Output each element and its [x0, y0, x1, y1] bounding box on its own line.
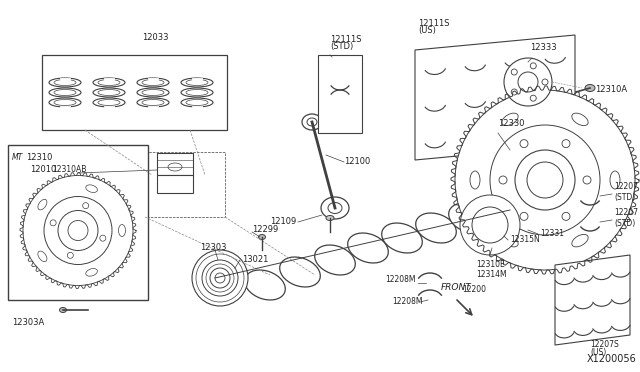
- Bar: [42, 55, 227, 130]
- Text: 12303: 12303: [200, 244, 227, 253]
- Text: (STD): (STD): [330, 42, 353, 51]
- Text: 12208M: 12208M: [392, 298, 422, 307]
- Polygon shape: [415, 35, 575, 160]
- Bar: [28, 162, 78, 184]
- Ellipse shape: [480, 195, 520, 225]
- Ellipse shape: [302, 114, 322, 130]
- Circle shape: [23, 176, 133, 285]
- Bar: [318, 55, 362, 133]
- Ellipse shape: [259, 234, 266, 240]
- Ellipse shape: [449, 203, 490, 233]
- Circle shape: [490, 125, 600, 235]
- Text: 12310: 12310: [26, 153, 52, 162]
- Text: 12314M: 12314M: [476, 270, 507, 279]
- Ellipse shape: [321, 197, 349, 219]
- Text: 12330: 12330: [498, 119, 525, 128]
- Bar: [157, 175, 193, 193]
- Text: 12310AB: 12310AB: [52, 165, 86, 174]
- Text: 12310E: 12310E: [476, 260, 505, 269]
- Ellipse shape: [244, 270, 285, 300]
- Text: MT: MT: [12, 153, 23, 162]
- Text: 13021: 13021: [242, 256, 268, 264]
- Circle shape: [44, 196, 112, 264]
- Bar: [145, 152, 225, 217]
- Circle shape: [202, 260, 238, 296]
- Bar: [30, 178, 52, 187]
- Polygon shape: [555, 255, 630, 345]
- Circle shape: [192, 250, 248, 306]
- Text: FRONT: FRONT: [440, 283, 472, 292]
- Text: 12033: 12033: [141, 33, 168, 42]
- Bar: [157, 153, 193, 175]
- Text: 12207
(STD): 12207 (STD): [614, 182, 638, 202]
- Ellipse shape: [60, 308, 67, 312]
- Ellipse shape: [381, 223, 422, 253]
- Text: 12111S: 12111S: [330, 35, 362, 44]
- Ellipse shape: [348, 233, 388, 263]
- Text: X1200056: X1200056: [586, 354, 636, 364]
- Text: 12310A: 12310A: [595, 86, 627, 94]
- Ellipse shape: [315, 245, 355, 275]
- Circle shape: [455, 90, 635, 270]
- Text: 12208M: 12208M: [385, 276, 416, 285]
- Text: (US): (US): [418, 26, 436, 35]
- Circle shape: [504, 58, 552, 106]
- Text: 12299: 12299: [252, 225, 278, 234]
- Ellipse shape: [326, 215, 334, 221]
- Text: (US): (US): [590, 348, 606, 357]
- Text: 12200: 12200: [462, 285, 486, 294]
- Text: 12109: 12109: [269, 218, 296, 227]
- Text: 12010: 12010: [30, 166, 56, 174]
- Text: 12333: 12333: [530, 43, 557, 52]
- Text: 12207
(STD): 12207 (STD): [614, 208, 638, 228]
- Ellipse shape: [416, 213, 456, 243]
- Text: 12331: 12331: [540, 230, 564, 238]
- Text: 12111S: 12111S: [418, 19, 449, 28]
- Ellipse shape: [585, 84, 595, 92]
- Text: 12315N: 12315N: [510, 235, 540, 244]
- Text: 12207S: 12207S: [590, 340, 619, 349]
- Ellipse shape: [280, 257, 320, 287]
- Bar: [8, 145, 148, 300]
- Circle shape: [460, 195, 520, 255]
- Text: 12303A: 12303A: [12, 318, 44, 327]
- Text: 12100: 12100: [344, 157, 371, 167]
